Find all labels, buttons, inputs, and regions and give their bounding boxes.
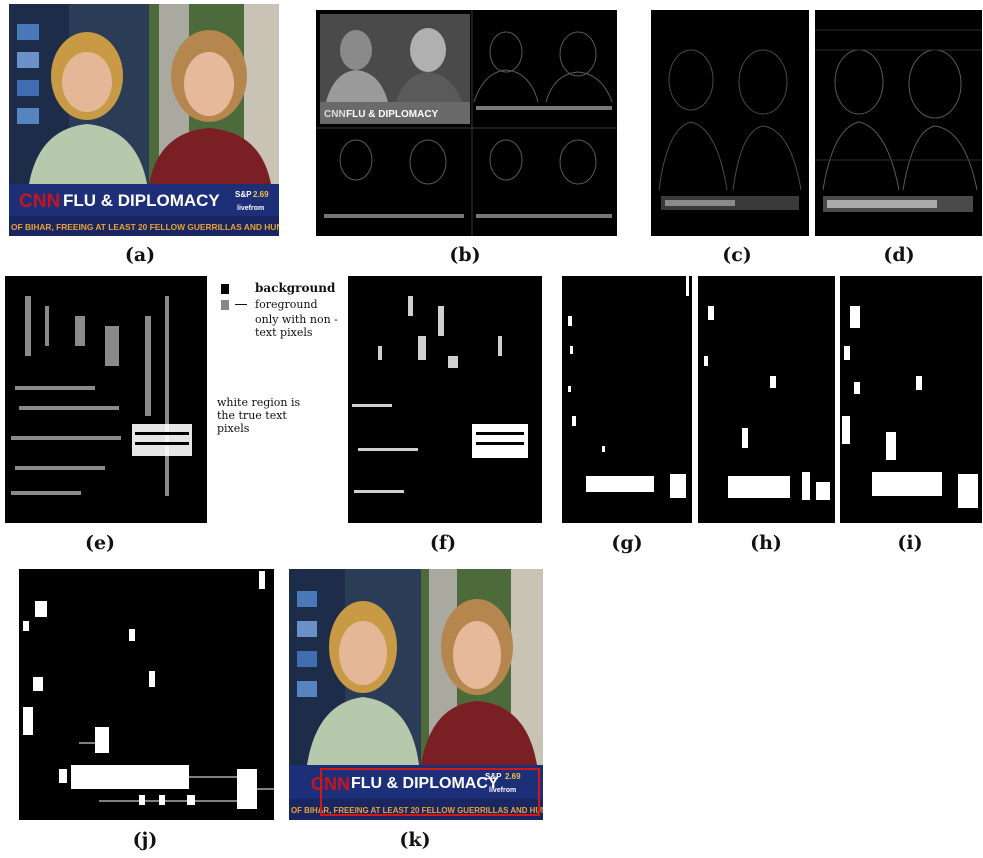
legend-foreground-note: only with non -text pixels <box>255 313 338 339</box>
filtered-image-f <box>348 276 542 523</box>
caption-g: (g) <box>611 532 643 554</box>
legend-foreground-label: foreground <box>255 298 318 311</box>
binary-image-g <box>562 276 692 523</box>
news-frame-image-a: CNN FLU & DIPLOMACY S&P 2.69 livefrom OF… <box>9 4 279 236</box>
caption-e: (e) <box>84 532 116 554</box>
panel-k-detection-result: CNN FLU & DIPLOMACY S&P 2.69 livefrom OF… <box>289 569 543 820</box>
edge-image-c <box>651 10 809 236</box>
detected-text-bounding-box <box>320 768 540 816</box>
cnn-logo-text-k: CNN <box>311 774 350 794</box>
caption-d: (d) <box>883 244 915 266</box>
legend-white-note: white region is the true text pixels <box>217 396 301 435</box>
legend-background-swatch <box>221 284 229 294</box>
news-frame-image-k: CNN FLU & DIPLOMACY S&P 2.69 livefrom OF… <box>289 569 543 820</box>
ticker-symbol-a: S&P <box>235 190 252 199</box>
legend-foreground-swatch <box>221 300 229 310</box>
cnn-logo-text-a: CNN <box>19 191 60 212</box>
headline-text-k: FLU & DIPLOMACY <box>351 775 499 792</box>
crawl-text-a: OF BIHAR, FREEING AT LEAST 20 FELLOW GUE… <box>11 222 279 232</box>
legend-foreground-dash <box>235 304 247 305</box>
ticker-value-a: 2.69 <box>253 190 269 199</box>
panel-j-text-regions <box>19 569 274 820</box>
binary-image-i <box>840 276 982 523</box>
ticker-sub-k: livefrom <box>489 787 516 794</box>
edge-image-d <box>815 10 982 236</box>
caption-f: (f) <box>429 532 457 554</box>
ticker-sub-a: livefrom <box>237 205 264 212</box>
caption-c: (c) <box>722 244 752 266</box>
cnn-logo-text-b: CNN <box>324 109 346 120</box>
ticker-value-k: 2.69 <box>505 772 521 781</box>
crawl-text-k: OF BIHAR, FREEING AT LEAST 20 FELLOW GUE… <box>291 806 543 815</box>
caption-h: (h) <box>750 532 782 554</box>
panel-i-binary <box>840 276 982 523</box>
caption-b: (b) <box>449 244 481 266</box>
caption-a: (a) <box>124 244 156 266</box>
binary-image-h <box>698 276 835 523</box>
panel-a-original-frame: CNN FLU & DIPLOMACY S&P 2.69 livefrom OF… <box>9 4 279 236</box>
panel-e-classified-pixels <box>5 276 207 523</box>
caption-j: (j) <box>132 829 158 851</box>
wavelet-image-b: CNN FLU & DIPLOMACY <box>316 10 617 236</box>
panel-f-filtered <box>348 276 542 523</box>
panel-b-wavelet-decomposition: CNN FLU & DIPLOMACY <box>316 10 617 236</box>
legend-background-label: background <box>255 281 336 295</box>
caption-i: (i) <box>897 532 923 554</box>
panel-c-edge-map <box>651 10 809 236</box>
headline-text-b: FLU & DIPLOMACY <box>346 109 439 120</box>
caption-k: (k) <box>399 829 431 851</box>
panel-h-binary <box>698 276 835 523</box>
headline-text-a: FLU & DIPLOMACY <box>63 191 220 210</box>
text-region-image-j <box>19 569 274 820</box>
ticker-symbol-k: S&P <box>485 772 502 781</box>
classified-image-e <box>5 276 207 523</box>
panel-d-edge-map <box>815 10 982 236</box>
panel-g-binary <box>562 276 692 523</box>
